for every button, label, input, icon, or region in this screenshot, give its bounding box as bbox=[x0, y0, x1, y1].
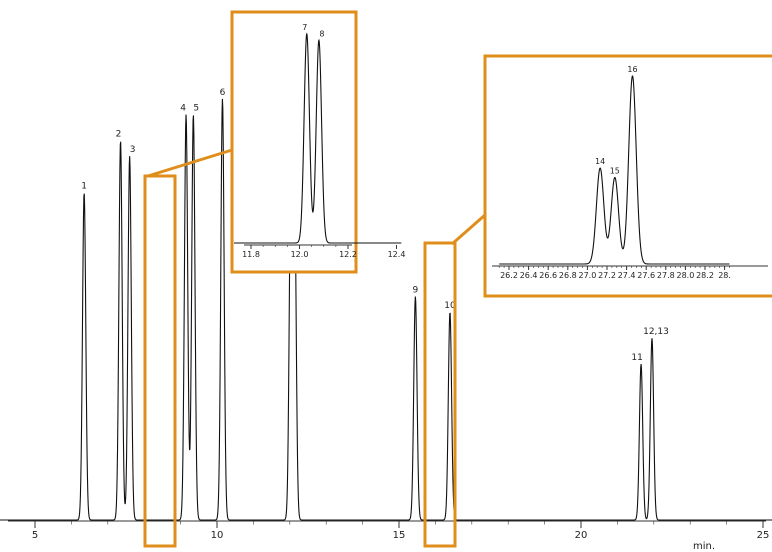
x-tick-label: 11.8 bbox=[242, 250, 260, 259]
x-tick-label: 26.6 bbox=[539, 271, 557, 280]
x-tick-label: 12.4 bbox=[388, 250, 406, 259]
highlight-box bbox=[423, 241, 457, 548]
peak-label: 4 bbox=[180, 103, 186, 113]
peak-label: 9 bbox=[413, 285, 419, 295]
zoom-connector bbox=[451, 213, 486, 246]
peak-label: 2 bbox=[116, 129, 122, 139]
x-tick-label: 26.8 bbox=[559, 271, 577, 280]
inset-frame bbox=[483, 54, 772, 298]
x-tick-label: 27.4 bbox=[618, 271, 636, 280]
chromatogram-trace bbox=[499, 75, 730, 265]
peak-label: 7 bbox=[302, 23, 307, 32]
peak-label: 8 bbox=[319, 29, 324, 38]
x-tick-label: 28.0 bbox=[676, 271, 694, 280]
peak-label: 5 bbox=[193, 103, 199, 113]
main-x-axis: 510152025303540 bbox=[8, 520, 770, 541]
x-axis-label: min. bbox=[693, 541, 715, 552]
inset-frame bbox=[230, 10, 358, 274]
x-tick-label: 12.2 bbox=[339, 250, 357, 259]
x-tick-label: 27.2 bbox=[598, 271, 616, 280]
peak-label: 16 bbox=[627, 65, 637, 74]
zoom-connector bbox=[147, 148, 233, 178]
peak-label: 3 bbox=[130, 145, 136, 155]
peak-label: 6 bbox=[220, 88, 226, 98]
x-tick-label: 12.0 bbox=[291, 250, 309, 259]
peak-label: 12,13 bbox=[643, 327, 669, 337]
x-tick-label: 5 bbox=[32, 530, 38, 541]
chromatogram-trace bbox=[234, 32, 402, 244]
peak-label: 10 bbox=[444, 301, 456, 311]
zoom-highlight-boxes bbox=[143, 148, 486, 548]
x-tick-label: 25 bbox=[757, 530, 770, 541]
peak-label: 14 bbox=[595, 157, 605, 166]
x-tick-label: 26.4 bbox=[520, 271, 538, 280]
x-tick-label: 10 bbox=[211, 530, 224, 541]
x-tick-label: 28. bbox=[718, 271, 731, 280]
peak-label: 1 bbox=[81, 181, 87, 191]
x-tick-label: 27.8 bbox=[657, 271, 675, 280]
x-tick-label: 20 bbox=[575, 530, 588, 541]
peak-label: 11 bbox=[631, 353, 642, 363]
x-tick-label: 28.2 bbox=[696, 271, 714, 280]
x-tick-label: 27.0 bbox=[578, 271, 596, 280]
x-tick-label: 26.2 bbox=[500, 271, 518, 280]
peak-label: 15 bbox=[610, 167, 620, 176]
x-tick-label: 27.6 bbox=[637, 271, 655, 280]
highlight-box bbox=[143, 174, 177, 548]
x-tick-label: 15 bbox=[393, 530, 406, 541]
chromatogram-trace bbox=[0, 98, 772, 521]
inset-chromatogram-peaks-14-16: 14 15 16 26.2 26.4 26.6 26.8 27.0 27.2 27.4 27.6 27… bbox=[483, 54, 772, 298]
inset-chromatogram-peaks-7-8: 7 8 11.8 12.0 12.2 12.4 bbox=[230, 10, 406, 274]
